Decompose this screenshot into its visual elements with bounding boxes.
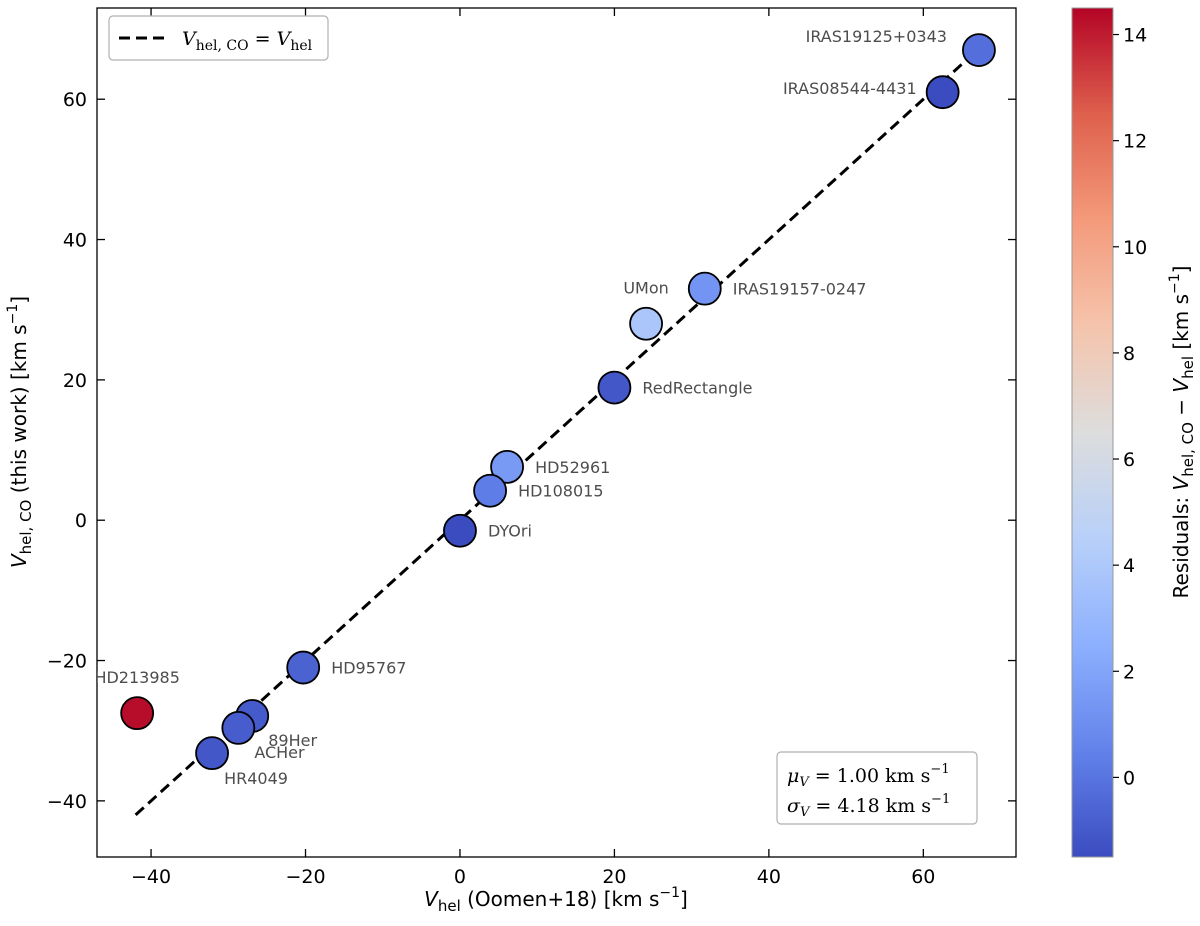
stats-box-frame — [776, 751, 978, 825]
data-points — [120, 33, 996, 771]
colorbar-tick-label: 10 — [1123, 237, 1147, 259]
x-tick-label: −40 — [131, 866, 171, 888]
data-point-iras08544-4431 — [925, 75, 960, 110]
data-point-iras19157-0247 — [687, 271, 722, 306]
y-tick-label: 20 — [63, 370, 87, 392]
y-tick-label: −40 — [47, 791, 87, 813]
point-label-umon: UMon — [623, 279, 668, 298]
colorbar-tick-label: 8 — [1123, 343, 1135, 365]
data-point-hd213985 — [120, 696, 155, 731]
colorbar-tick-label: 0 — [1123, 767, 1135, 789]
data-point-hd95767 — [286, 650, 321, 685]
x-tick-label: 60 — [911, 866, 935, 888]
legend-label: Vhel, CO = Vhel — [182, 28, 313, 54]
x-tick-label: 40 — [757, 866, 781, 888]
colorbar-tick-label: 2 — [1123, 661, 1135, 683]
y-axis-title: Vhel, CO (this work) [km s−1] — [5, 296, 35, 568]
data-point-acher — [221, 710, 256, 745]
point-labels: IRAS19125+0343 IRAS08544-4431 IRAS19157-02… — [94, 27, 946, 788]
y-tick-label: 40 — [63, 230, 87, 252]
point-label-dyori: DYOri — [488, 522, 532, 541]
data-point-redrectangle — [597, 370, 632, 405]
stats-box: μV = 1.00 km s−1 σV = 4.18 km s−1 — [776, 751, 978, 825]
data-point-dyori — [443, 513, 477, 548]
colorbar-ticks: 0 2 4 6 8 10 12 14 — [1113, 25, 1147, 789]
colorbar-tick-label: 14 — [1123, 25, 1147, 47]
point-label-redrectangle: RedRectangle — [642, 379, 752, 398]
colorbar-gradient — [1071, 7, 1114, 858]
legend-box — [108, 15, 329, 61]
point-label-iras19125+0343: IRAS19125+0343 — [806, 27, 947, 46]
y-tick-label: 60 — [63, 89, 87, 111]
colorbar-label: Residuals: Vhel, CO − Vhel [km s−1] — [1167, 266, 1197, 599]
point-label-hr4049: HR4049 — [224, 769, 288, 788]
x-tick-label: 0 — [454, 866, 466, 888]
point-label-acher: ACHer — [254, 743, 305, 762]
data-point-hd52961 — [490, 449, 524, 484]
data-point-hr4049 — [195, 736, 229, 771]
point-label-hd108015: HD108015 — [518, 482, 603, 501]
colorbar-tick-label: 12 — [1123, 131, 1147, 153]
data-point-hd108015 — [473, 473, 507, 508]
point-label-hd213985: HD213985 — [94, 668, 179, 687]
x-tick-label: 20 — [602, 866, 626, 888]
data-point-iras19125+0343 — [962, 33, 996, 67]
stats-sigma: σV = 4.18 km s−1 — [787, 792, 950, 820]
point-label-hd95767: HD95767 — [331, 659, 406, 678]
y-axis: −40 −20 0 20 40 60 — [47, 89, 1016, 813]
point-label-iras08544-4431: IRAS08544-4431 — [783, 79, 917, 98]
x-axis: −40 −20 0 20 40 60 — [131, 8, 935, 888]
reference-line — [134, 45, 983, 817]
legend: Vhel, CO = Vhel — [108, 15, 329, 61]
point-label-iras19157-0247: IRAS19157-0247 — [733, 280, 867, 299]
point-label-hd52961: HD52961 — [535, 458, 610, 477]
stats-mean: μV = 1.00 km s−1 — [787, 762, 950, 790]
colorbar-tick-label: 4 — [1123, 555, 1135, 577]
point-label-89her: 89Her — [268, 731, 317, 750]
data-point-umon — [629, 306, 663, 341]
y-tick-label: 0 — [75, 510, 87, 532]
colorbar: 0 2 4 6 8 10 12 14 Residuals: Vhel, CO − Vhel [… — [1071, 7, 1197, 858]
colorbar-tick-label: 6 — [1123, 449, 1135, 471]
x-tick-label: −20 — [285, 866, 325, 888]
x-axis-title: Vhel (Oomen+18) [km s−1] — [424, 885, 688, 915]
y-tick-label: −20 — [47, 651, 87, 673]
